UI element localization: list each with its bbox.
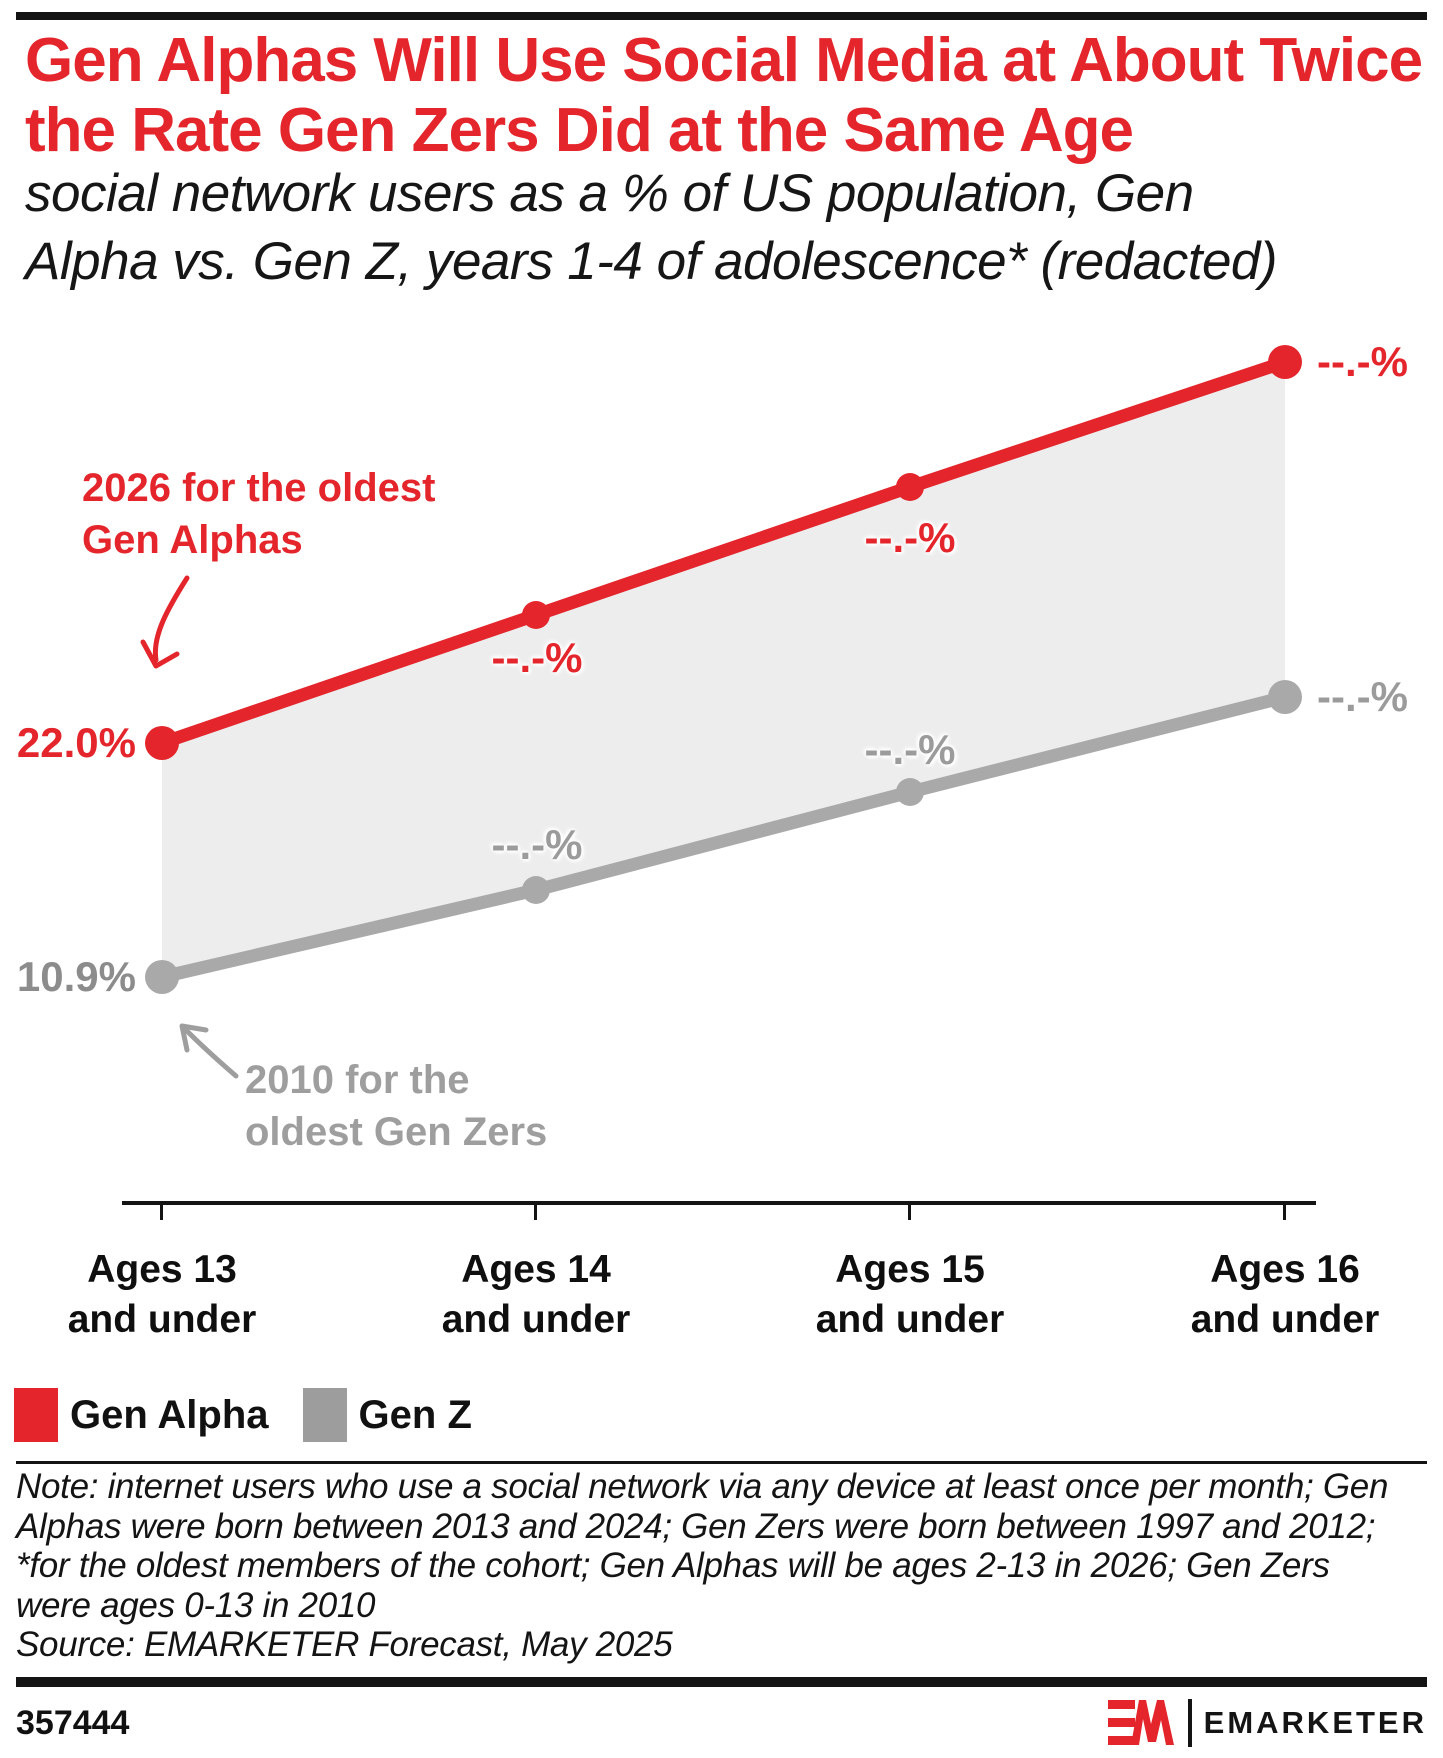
gen-z-line	[155, 690, 1292, 984]
legend-label-gen-z: Gen Z	[358, 1392, 472, 1437]
gen-alpha-annotation-line2: Gen Alphas	[82, 518, 303, 562]
gen-z-point-ages16	[1268, 680, 1302, 714]
gen-alpha-point-ages13	[145, 726, 179, 760]
x-axis-line	[122, 1201, 1316, 1205]
brand-wordmark: EMARKETER	[1203, 1705, 1427, 1740]
gen-z-annotation: 2010 for the oldest Gen Zers	[245, 1054, 547, 1158]
legend-item-gen-alpha: Gen Alpha	[14, 1388, 269, 1442]
x-tick-ages15	[908, 1205, 911, 1220]
emarketer-logo-mark-icon	[1107, 1700, 1174, 1745]
gen-z-point-ages14	[522, 876, 550, 904]
x-label-ages16-line1: Ages 16	[1210, 1248, 1360, 1291]
x-label-ages14-line2: and under	[441, 1298, 631, 1341]
gap-band	[162, 362, 1285, 977]
x-axis	[122, 1201, 1316, 1220]
gen-z-value-ages13: 10.9%	[16, 953, 136, 1000]
gen-alpha-point-ages14	[522, 601, 550, 629]
notes-divider	[16, 1461, 1427, 1464]
notes-block: Note: internet users who use a social ne…	[16, 1467, 1430, 1665]
title-line-1: Gen Alphas Will Use Social Media at Abou…	[25, 26, 1423, 95]
x-label-ages16-line2: and under	[1190, 1298, 1380, 1341]
gen-alpha-annotation: 2026 for the oldest Gen Alphas	[82, 462, 435, 566]
note-line-3: *for the oldest members of the cohort; G…	[16, 1546, 1330, 1586]
gen-alpha-point-ages15	[896, 473, 924, 501]
gen-z-line-group	[155, 690, 1292, 984]
x-label-ages14-line1: Ages 14	[461, 1248, 611, 1291]
gen-z-value-ages14: --.-%	[491, 821, 583, 868]
x-label-ages13-line1: Ages 13	[87, 1248, 237, 1291]
title-line-2: the Rate Gen Zers Did at the Same Age	[25, 96, 1134, 165]
subtitle-line-1: social network users as a % of US popula…	[25, 164, 1194, 223]
gen-z-value-ages15: --.-%	[864, 726, 956, 773]
x-label-ages15-line2: and under	[815, 1298, 1005, 1341]
gen-z-point-ages13	[145, 960, 179, 994]
top-rule	[16, 12, 1427, 20]
bottom-rule	[16, 1677, 1427, 1687]
gen-z-value-ages16: --.-%	[1317, 673, 1408, 720]
gen-alpha-annotation-arrow	[140, 575, 190, 669]
gen-alpha-swatch	[14, 1388, 58, 1442]
x-tick-ages16	[1283, 1205, 1286, 1220]
gen-alpha-annotation-line1: 2026 for the oldest	[82, 466, 436, 510]
gen-z-points	[145, 680, 1302, 994]
note-line-4: were ages 0-13 in 2010	[16, 1585, 376, 1625]
x-label-ages13: Ages 13 and under	[22, 1245, 302, 1345]
gen-alpha-value-ages15: --.-%	[864, 514, 956, 561]
gen-z-annotation-line1: 2010 for the	[245, 1058, 470, 1102]
x-label-ages15: Ages 15 and under	[770, 1245, 1050, 1345]
gen-alpha-line	[155, 355, 1292, 750]
note-line-1: Note: internet users who use a social ne…	[16, 1467, 1389, 1506]
source-line: Source: EMARKETER Forecast, May 2025	[16, 1625, 673, 1665]
gen-alpha-point-ages16	[1268, 345, 1302, 379]
logo-separator	[1187, 1699, 1192, 1747]
legend: Gen Alpha Gen Z	[14, 1388, 472, 1442]
gen-alpha-value-ages16: --.-%	[1317, 338, 1408, 385]
emarketer-logo: EMARKETER	[1107, 1699, 1427, 1747]
chart-id: 357444	[16, 1704, 130, 1742]
gen-alpha-value-ages13: 22.0%	[16, 719, 136, 766]
x-label-ages13-line2: and under	[67, 1298, 257, 1341]
legend-label-gen-alpha: Gen Alpha	[70, 1392, 269, 1437]
note-line-2: Alphas were born between 2013 and 2024; …	[16, 1506, 1376, 1546]
gen-z-point-ages15	[896, 778, 924, 806]
gen-alpha-points	[145, 345, 1302, 760]
page-subtitle: social network users as a % of US popula…	[25, 160, 1430, 296]
x-tick-ages13	[160, 1205, 163, 1220]
gen-alpha-line-group	[155, 355, 1292, 750]
page-title: Gen Alphas Will Use Social Media at Abou…	[25, 26, 1430, 166]
x-label-ages15-line1: Ages 15	[835, 1248, 985, 1291]
x-label-ages14: Ages 14 and under	[396, 1245, 676, 1345]
gen-z-annotation-arrow	[179, 1023, 239, 1079]
x-tick-ages14	[534, 1205, 537, 1220]
x-label-ages16: Ages 16 and under	[1145, 1245, 1425, 1345]
gen-alpha-value-ages14: --.-%	[491, 634, 583, 681]
gen-z-swatch	[302, 1388, 347, 1442]
legend-item-gen-z: Gen Z	[302, 1388, 472, 1442]
gen-z-annotation-line2: oldest Gen Zers	[245, 1110, 548, 1154]
subtitle-line-2: Alpha vs. Gen Z, years 1-4 of adolescenc…	[25, 232, 1278, 291]
